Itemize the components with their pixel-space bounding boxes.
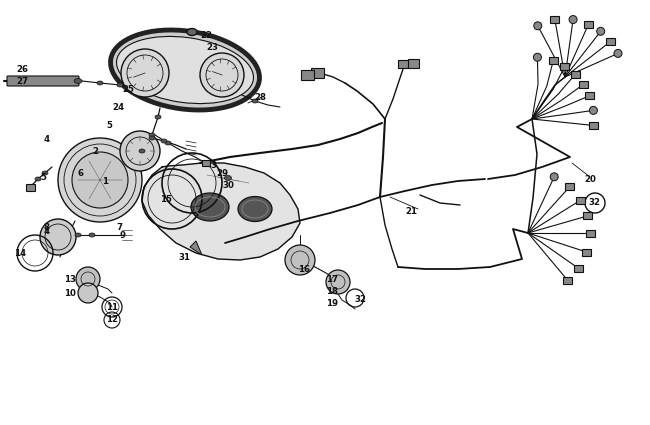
FancyBboxPatch shape <box>408 59 419 68</box>
Text: 17: 17 <box>326 275 338 283</box>
Text: 9: 9 <box>120 230 126 240</box>
Circle shape <box>597 27 604 35</box>
Circle shape <box>534 22 541 30</box>
Text: 16: 16 <box>298 264 310 274</box>
Text: 29: 29 <box>216 168 228 178</box>
Circle shape <box>590 106 597 114</box>
Text: 32: 32 <box>354 295 366 304</box>
Ellipse shape <box>187 28 197 36</box>
Ellipse shape <box>155 115 161 119</box>
Text: 3: 3 <box>210 161 216 170</box>
Ellipse shape <box>191 193 229 221</box>
Text: 18: 18 <box>326 286 338 295</box>
Text: 12: 12 <box>106 315 118 325</box>
Ellipse shape <box>224 176 231 181</box>
Text: 32: 32 <box>588 198 600 207</box>
Circle shape <box>200 53 244 97</box>
Text: 31: 31 <box>178 252 190 261</box>
Circle shape <box>120 131 160 171</box>
Ellipse shape <box>165 141 171 145</box>
Polygon shape <box>190 241 202 255</box>
FancyBboxPatch shape <box>551 17 560 23</box>
FancyBboxPatch shape <box>7 76 79 86</box>
Text: 27: 27 <box>16 76 28 85</box>
FancyBboxPatch shape <box>589 122 598 129</box>
Circle shape <box>72 152 128 208</box>
Circle shape <box>569 16 577 23</box>
Text: 19: 19 <box>326 298 338 308</box>
Ellipse shape <box>149 133 155 137</box>
FancyBboxPatch shape <box>565 184 574 190</box>
Ellipse shape <box>74 79 82 83</box>
Circle shape <box>326 270 350 294</box>
FancyBboxPatch shape <box>300 70 313 80</box>
Text: 23: 23 <box>206 42 218 51</box>
Ellipse shape <box>161 139 167 143</box>
FancyBboxPatch shape <box>576 197 585 204</box>
Text: 11: 11 <box>106 303 118 312</box>
Ellipse shape <box>149 136 155 140</box>
Polygon shape <box>142 163 300 260</box>
Ellipse shape <box>75 233 81 237</box>
Circle shape <box>534 53 541 61</box>
Circle shape <box>76 267 100 291</box>
Text: 26: 26 <box>16 65 28 74</box>
Text: 6: 6 <box>78 168 84 178</box>
FancyBboxPatch shape <box>575 265 583 272</box>
Text: 22: 22 <box>200 31 212 40</box>
Circle shape <box>614 49 622 57</box>
FancyBboxPatch shape <box>25 184 34 190</box>
FancyBboxPatch shape <box>571 71 580 78</box>
Text: 30: 30 <box>222 181 234 190</box>
FancyBboxPatch shape <box>584 20 593 28</box>
Text: 5: 5 <box>106 121 112 130</box>
Text: 14: 14 <box>14 249 26 258</box>
Ellipse shape <box>116 37 254 104</box>
Text: 8: 8 <box>44 223 50 232</box>
FancyBboxPatch shape <box>564 277 573 284</box>
Text: 5: 5 <box>40 173 46 181</box>
Ellipse shape <box>35 177 41 181</box>
FancyBboxPatch shape <box>311 68 324 78</box>
Ellipse shape <box>89 233 95 237</box>
Text: 7: 7 <box>116 223 122 232</box>
Text: 13: 13 <box>64 275 76 283</box>
Circle shape <box>58 138 142 222</box>
Circle shape <box>40 219 76 255</box>
Ellipse shape <box>111 30 259 110</box>
FancyBboxPatch shape <box>586 230 595 236</box>
FancyBboxPatch shape <box>549 57 558 64</box>
Ellipse shape <box>238 196 272 221</box>
FancyBboxPatch shape <box>582 249 592 256</box>
FancyBboxPatch shape <box>606 38 615 45</box>
Ellipse shape <box>97 81 103 85</box>
Ellipse shape <box>252 99 258 103</box>
Text: 25: 25 <box>122 85 134 94</box>
Circle shape <box>78 283 98 303</box>
Text: 21: 21 <box>405 207 417 215</box>
FancyBboxPatch shape <box>202 160 210 166</box>
Circle shape <box>121 49 169 97</box>
Text: 1: 1 <box>102 176 108 185</box>
Text: 2: 2 <box>92 147 98 156</box>
Text: 20: 20 <box>584 176 596 184</box>
FancyBboxPatch shape <box>398 60 408 68</box>
Text: 28: 28 <box>254 93 266 102</box>
FancyBboxPatch shape <box>583 212 592 219</box>
Circle shape <box>550 173 558 181</box>
Text: 15: 15 <box>160 196 172 204</box>
Ellipse shape <box>117 83 123 87</box>
Text: 10: 10 <box>64 289 76 298</box>
FancyBboxPatch shape <box>585 92 594 99</box>
Text: 24: 24 <box>112 102 124 111</box>
Circle shape <box>285 245 315 275</box>
Text: 4: 4 <box>44 227 50 235</box>
Ellipse shape <box>42 171 48 175</box>
Text: 4: 4 <box>44 134 50 144</box>
FancyBboxPatch shape <box>579 81 588 88</box>
Ellipse shape <box>139 149 145 153</box>
FancyBboxPatch shape <box>560 63 569 70</box>
